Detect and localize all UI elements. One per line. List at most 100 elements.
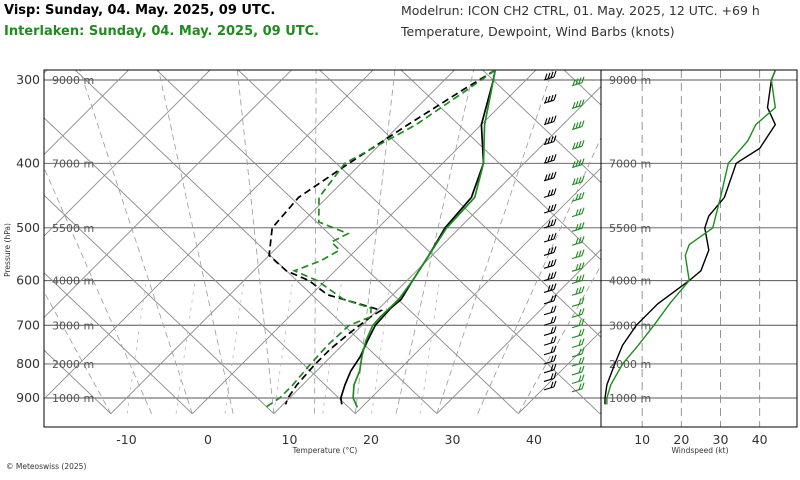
wind-altitude-label: 5500 m — [609, 222, 651, 235]
wind-barb-flag — [575, 177, 579, 184]
moist-adiabat-line — [477, 136, 601, 414]
pressure-tick-label: 400 — [16, 155, 40, 170]
visp-wind-barb — [543, 135, 557, 146]
moist-adiabat-line — [158, 70, 234, 414]
wind-barb-flag — [572, 161, 576, 168]
wind-barb-flag — [547, 72, 551, 79]
interlaken-windspeed-line — [606, 70, 777, 405]
wind-barb-flag — [578, 383, 582, 390]
wind-barb-flag — [547, 173, 551, 180]
wind-barb-flag — [581, 262, 585, 269]
wind-barb-staff — [543, 377, 555, 382]
temperature-tick-label: 40 — [526, 432, 542, 447]
interlaken-wind-barb — [571, 175, 585, 186]
isotherm-line — [192, 70, 537, 414]
wind-barb-flag — [550, 272, 554, 279]
visp-wind-barb — [543, 305, 557, 316]
wind-barb-staff — [543, 209, 555, 214]
moist-adiabat-line — [44, 166, 152, 414]
temperature-tick-label: 10 — [282, 432, 298, 447]
isotherm-line — [110, 70, 456, 414]
wind-barb-flag — [553, 115, 557, 122]
wind-barb-staff — [571, 82, 583, 87]
wind-barb-flag — [553, 232, 557, 240]
wind-barb-staff — [571, 324, 583, 329]
wind-barb-flag — [553, 345, 557, 352]
wind-barb-flag — [581, 328, 585, 335]
wind-barb-staff — [543, 251, 555, 256]
altitude-label: 2000 m — [52, 358, 94, 371]
pressure-tick-label: 900 — [16, 390, 40, 405]
wind-barb-flag — [544, 118, 548, 125]
isotherm-line — [273, 85, 601, 414]
wind-barb-flag — [575, 122, 579, 129]
temperature-tick-label: 30 — [445, 432, 461, 447]
wind-barb-staff — [543, 311, 555, 316]
moist-adiabat-line — [44, 291, 112, 414]
wind-barb-staff — [543, 321, 555, 326]
wind-barb-staff — [543, 341, 555, 346]
interlaken-wind-barb — [571, 76, 585, 87]
wind-frame — [600, 69, 798, 428]
wind-altitude-label: 7000 m — [609, 157, 651, 170]
wind-barb-flag — [553, 271, 557, 278]
wind-barb-flag — [581, 140, 585, 147]
copyright-footer: © Meteoswiss (2025) — [6, 462, 87, 471]
wind-barb-flag — [581, 207, 585, 214]
visp-wind-barb — [543, 380, 557, 391]
wind-barb-flag — [553, 259, 557, 266]
wind-barb-flag — [553, 171, 557, 178]
moist-adiabat-line — [395, 70, 474, 414]
wind-barb-flag — [550, 373, 554, 380]
wind-barb-flag — [578, 357, 582, 365]
pressure-tick-label: 500 — [16, 220, 40, 235]
wind-barb-flag — [550, 116, 554, 123]
wind-barb-staff — [571, 267, 583, 272]
visp-wind-barb — [543, 354, 557, 365]
dry-adiabat-line — [400, 70, 601, 261]
wind-barb-flag — [550, 71, 554, 79]
temperature-tick-label: -10 — [116, 432, 136, 447]
windspeed-tick-label: 40 — [752, 432, 768, 447]
wind-barb-flag — [578, 208, 582, 215]
wind-barb-flag — [544, 138, 548, 145]
wind-barb-flag — [553, 336, 557, 343]
wind-barb-staff — [543, 277, 555, 282]
skew-frame — [43, 69, 602, 428]
visp-wind-barb — [543, 363, 557, 374]
wind-barb-staff — [571, 145, 583, 150]
visp-wind-barb — [543, 271, 557, 282]
wind-barb-flag — [550, 336, 554, 344]
visp-wind-barb — [543, 345, 557, 356]
title-interlaken: Interlaken: Sunday, 04. May. 2025, 09 UT… — [4, 24, 320, 39]
wind-barb-flag — [553, 354, 557, 362]
wind-barb-flag — [581, 347, 585, 355]
interlaken-wind-barb — [571, 382, 585, 393]
pressure-tick-label: 800 — [16, 356, 40, 371]
moist-adiabat-line — [237, 70, 275, 414]
wind-barb-flag — [581, 297, 585, 304]
wind-barb-flag — [581, 374, 585, 381]
wind-barb-flag — [547, 205, 551, 212]
wind-barb-flag — [581, 192, 585, 199]
model-run-label: Modelrun: ICON CH2 CTRL, 01. May. 2025, … — [401, 3, 760, 18]
wind-barb-flag — [572, 142, 576, 150]
wind-barb-flag — [572, 101, 576, 109]
visp-wind-barb — [543, 316, 557, 326]
wind-barb-flag — [572, 123, 576, 130]
visp-wind-barb — [543, 218, 557, 229]
moist-adiabat-line — [314, 70, 317, 414]
interlaken-wind-barb — [571, 222, 585, 232]
wind-barb-flag — [578, 329, 582, 336]
dry-adiabat-line — [481, 70, 601, 184]
visp-wind-barb — [543, 326, 557, 336]
wind-barb-flag — [550, 94, 554, 102]
interlaken-wind-barb — [571, 120, 585, 131]
wind-barb-flag — [575, 160, 579, 167]
wind-altitude-label: 9000 m — [609, 74, 651, 87]
visp-wind-barb — [543, 203, 557, 214]
wind-barb-flag — [581, 120, 585, 127]
windspeed-tick-label: 20 — [673, 432, 689, 447]
wind-barb-flag — [553, 283, 557, 290]
wind-barb-staff — [571, 241, 583, 246]
